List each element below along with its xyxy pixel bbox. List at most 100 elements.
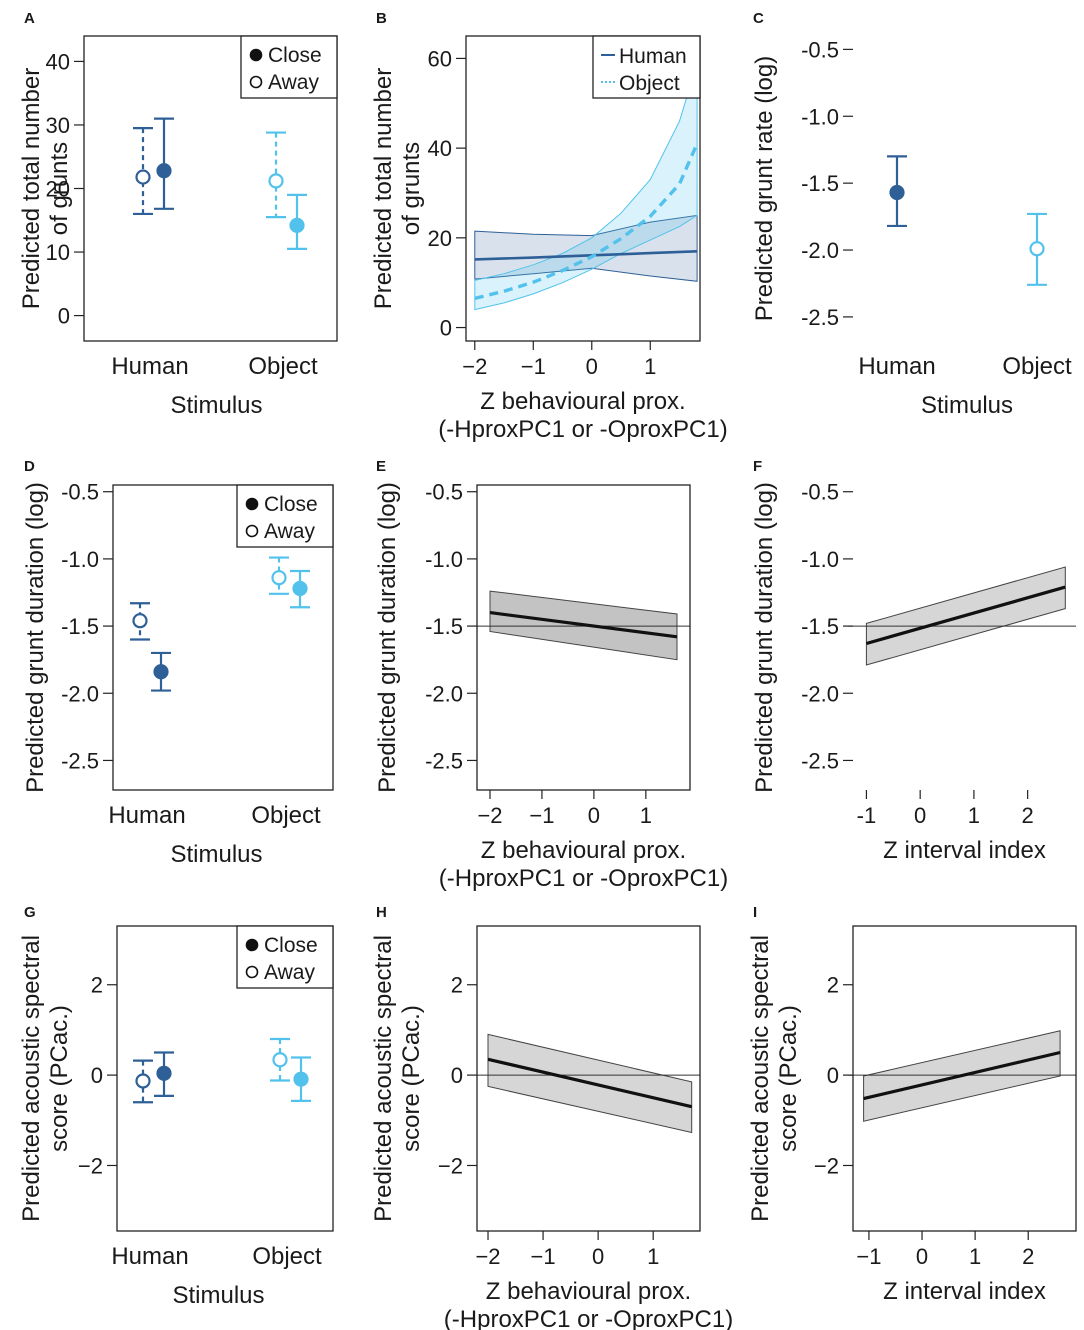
x-tick-label: −1 [529,803,554,828]
legend-label-away: Away [264,961,315,984]
y-tick-m2.0-label: -2.0 [425,681,463,706]
x-axis-label-2: (-HproxPC1 or -OproxPC1) [439,865,728,892]
plot-frame [476,925,701,1232]
legend: Close Away [236,484,334,548]
panel-e: E -0.5 -1.0 -1.5 -2.0 -2.5 −2 −1 0 1 Z behavioural… [374,458,728,892]
legend-swatch-away [245,524,259,538]
y-axis-label: Predicted acoustic spectral [747,935,774,1222]
x-axis-label: Stimulus [170,392,262,419]
y-tick-m0.5-label: -0.5 [801,37,839,62]
x-axis-label: Z interval index [883,1278,1046,1305]
x-axis-label-2: (-HproxPC1 or -OproxPC1) [444,1306,733,1330]
y-tick-0-label: 0 [58,304,70,329]
y-tick-2-label: 2 [827,973,839,998]
category-label-human: Human [108,802,185,829]
legend-box [592,35,701,99]
point-marker [1029,241,1045,257]
x-tick-label: 2 [1022,803,1034,828]
data-point-object-close [291,1056,311,1102]
x-axis-label: Z behavioural prox. [486,1278,691,1305]
category-label-object: Object [248,353,318,380]
panel-i: I 2 0 −2 −1 0 1 2 Z interval index Predicted acou… [747,904,1077,1305]
point-marker [153,664,169,680]
panel-label: I [753,904,757,921]
legend-label-human: Human [619,45,687,68]
panel-label: G [24,904,36,921]
panel-label: B [376,10,387,27]
y-axis-label: Predicted acoustic spectral [370,935,397,1222]
plot-frame [852,925,1077,1232]
x-tick-label: −2 [475,1244,500,1269]
panel-f: F -0.5 -1.0 -1.5 -2.0 -2.5 -1 0 1 2 Z interval ind… [751,458,1076,864]
x-tick-label: −2 [477,803,502,828]
point-marker [132,613,148,629]
data-point-human-close [154,117,174,210]
y-tick-m2-label: −2 [814,1153,839,1178]
x-tick-label: 1 [640,803,652,828]
y-tick-m2.0-label: -2.0 [801,238,839,263]
y-axis-label: Predicted acoustic spectral [18,935,45,1222]
legend-label-close: Close [264,934,318,957]
point-marker [156,1065,172,1081]
ci-band-object [474,62,698,311]
y-tick-m1.5-label: -1.5 [801,171,839,196]
fit-line-object [474,142,699,301]
x-tick-label: -1 [857,803,877,828]
legend-label-away: Away [264,520,315,543]
x-tick-label: 1 [969,1244,981,1269]
x-axis-label-2: (-HproxPC1 or -OproxPC1) [438,416,727,443]
data-point-object-away [1027,212,1047,286]
point-marker [135,1073,151,1089]
panel-g: G 2 0 −2 Human Object Stimulus Predicted acoust… [18,904,334,1309]
data-point-object-away [270,1037,290,1082]
point-marker [889,184,905,201]
category-label-human: Human [111,353,188,380]
x-axis-label: Stimulus [921,392,1013,419]
category-label-human: Human [858,353,935,380]
point-marker [271,570,287,586]
panel-label: H [376,904,387,921]
y-tick-m2.5-label: -2.5 [801,748,839,773]
plot-frame [476,484,691,791]
y-tick-m1.0-label: -1.0 [801,547,839,572]
y-axis-label: Predicted grunt duration (log) [22,482,49,793]
y-tick-m2.0-label: -2.0 [61,681,99,706]
fit-line-fit [865,585,1066,646]
panel-label: C [753,10,764,27]
y-tick-m0.5-label: -0.5 [425,480,463,505]
panel-label: F [753,458,762,475]
y-tick-m1.5-label: -1.5 [425,614,463,639]
y-tick-m1.0-label: -1.0 [801,104,839,129]
y-axis-label: Predicted total number [18,68,45,309]
y-tick-0-label: 0 [827,1063,839,1088]
point-marker [156,163,172,179]
y-tick-20-label: 20 [428,226,452,251]
y-axis-label: score (PCac.) [775,1005,802,1152]
x-tick-label: 0 [914,803,926,828]
y-tick-2-label: 2 [451,973,463,998]
y-tick-20-label: 20 [46,177,70,202]
x-tick-label: 0 [586,354,598,379]
point-marker [293,1071,309,1087]
y-tick-m2.5-label: -2.5 [801,305,839,330]
y-tick-2-label: 2 [91,973,103,998]
x-tick-label: 0 [916,1244,928,1269]
category-label-object: Object [252,1243,322,1270]
y-tick-m2.5-label: -2.5 [425,748,463,773]
panel-a: A 0 10 20 30 40 Human Object Stimulus Predicted t… [18,10,338,419]
category-label-object: Object [1002,353,1072,380]
x-tick-label: 1 [968,803,980,828]
x-axis-label: Z behavioural prox. [480,388,685,415]
data-point-human-away [130,602,150,641]
ci-band-human [474,214,698,282]
y-tick-30-label: 30 [46,113,70,138]
y-tick-m2.0-label: -2.0 [801,681,839,706]
data-point-human-close [887,155,907,228]
y-tick-m2-label: −2 [438,1153,463,1178]
x-tick-label: −2 [462,354,487,379]
y-tick-m2-label: −2 [78,1153,103,1178]
y-axis-label: of grunts [46,142,73,235]
panel-c: C -0.5 -1.0 -1.5 -2.0 -2.5 Human Object Stimulus… [751,10,1072,419]
x-tick-label: −1 [531,1244,556,1269]
